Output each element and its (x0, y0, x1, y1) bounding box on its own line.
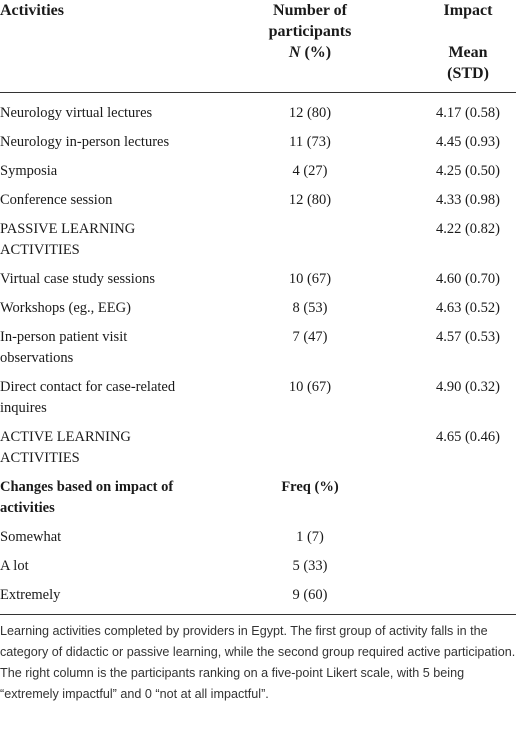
header-text: Number of (273, 2, 347, 19)
table-row: PASSIVE LEARNING ACTIVITIES 4.22 (0.82) (0, 215, 516, 265)
table-row: Extremely 9 (60) (0, 581, 516, 615)
table-cell (200, 423, 420, 473)
table-cell: 4.57 (0.53) (435, 329, 501, 345)
table-cell: 4.65 (0.46) (435, 429, 501, 445)
table-cell: 12 (80) (288, 105, 332, 121)
table-cell: A lot (0, 558, 29, 574)
table-cell: 4 (27) (292, 163, 328, 179)
table-cell: 11 (73) (289, 134, 331, 150)
header-text: Mean (448, 44, 488, 61)
table-cell: 4.90 (0.32) (435, 379, 501, 395)
table-cell: 8 (53) (292, 300, 328, 316)
table-row: In-person patient visit observations 7 (4… (0, 323, 516, 373)
table-row: Neurology in-person lectures 11 (73) 4.45 … (0, 128, 516, 157)
table-cell: Somewhat (0, 529, 62, 545)
table-cell: Extremely (0, 587, 61, 603)
header-text: N (288, 44, 301, 61)
table-body: Changes based on impact of activities Fre… (0, 473, 516, 615)
header-text: (STD) (447, 65, 489, 82)
table-row: ACTIVE LEARNING ACTIVITIES 4.65 (0.46) (0, 423, 516, 473)
table-cell: Neurology in-person lectures (0, 134, 170, 150)
table-cell: 4.60 (0.70) (435, 271, 501, 287)
header-cell: Impact Mean (STD) (420, 0, 516, 93)
table-cell: Symposia (0, 163, 58, 179)
table: Activities Number of participants N (%) Im… (0, 0, 516, 615)
header-text: (%) (304, 44, 332, 61)
table-cell (420, 581, 516, 615)
table-row: Conference session 12 (80) 4.33 (0.98) (0, 186, 516, 215)
table-cell (200, 215, 420, 265)
header-text: Impact (443, 2, 493, 19)
table-cell: Virtual case study sessions (0, 271, 155, 287)
table-cell: 1 (7) (296, 529, 324, 545)
table-cell: ACTIVE LEARNING ACTIVITIES (0, 429, 131, 466)
header-text: Activities (0, 2, 64, 19)
table-cell: Workshops (eg., EEG) (0, 300, 131, 316)
table-cell (420, 552, 516, 581)
header-row: Activities Number of participants N (%) Im… (0, 0, 516, 93)
table-row: A lot 5 (33) (0, 552, 516, 581)
table-cell: 4.63 (0.52) (435, 300, 501, 316)
header-text: participants (268, 23, 352, 40)
table-cell: 4.17 (0.58) (435, 105, 501, 121)
table-cell: Freq (%) (281, 479, 339, 495)
header-cell: Activities (0, 0, 200, 93)
table-cell: PASSIVE LEARNING ACTIVITIES (0, 221, 136, 258)
subheader-row: Changes based on impact of activities Fre… (0, 473, 516, 523)
table-cell: 4.33 (0.98) (435, 192, 501, 208)
table-cell (420, 523, 516, 552)
caption: Learning activities completed by provide… (0, 624, 516, 701)
table-row: Symposia 4 (27) 4.25 (0.50) (0, 157, 516, 186)
table-cell: 5 (33) (292, 558, 328, 574)
table-cell: 7 (47) (292, 329, 328, 345)
table-cell: 4.45 (0.93) (435, 134, 501, 150)
table-cell: 4.25 (0.50) (435, 163, 501, 179)
table-row: Direct contact for case-related inquires… (0, 373, 516, 423)
table-cell: Changes based on impact of activities (0, 479, 174, 516)
table-cell (420, 473, 516, 523)
table-cell: Neurology virtual lectures (0, 105, 153, 121)
table-row: Virtual case study sessions 10 (67) 4.60 (… (0, 265, 516, 294)
table-cell: 10 (67) (288, 271, 332, 287)
table-body: Neurology virtual lectures 12 (80) 4.17 (0… (0, 93, 516, 474)
table-cell: In-person patient visit observations (0, 329, 128, 366)
header-cell: Number of participants N (%) (200, 0, 420, 93)
table-cell: 4.22 (0.82) (435, 221, 501, 237)
table-cell: Conference session (0, 192, 113, 208)
table-cell: Direct contact for case-related inquires (0, 379, 176, 416)
table-cell: 9 (60) (292, 587, 328, 603)
table-row: Somewhat 1 (7) (0, 523, 516, 552)
table-row: Workshops (eg., EEG) 8 (53) 4.63 (0.52) (0, 294, 516, 323)
table-row: Neurology virtual lectures 12 (80) 4.17 (0… (0, 93, 516, 129)
table-cell: 12 (80) (288, 192, 332, 208)
table-cell: 10 (67) (288, 379, 332, 395)
